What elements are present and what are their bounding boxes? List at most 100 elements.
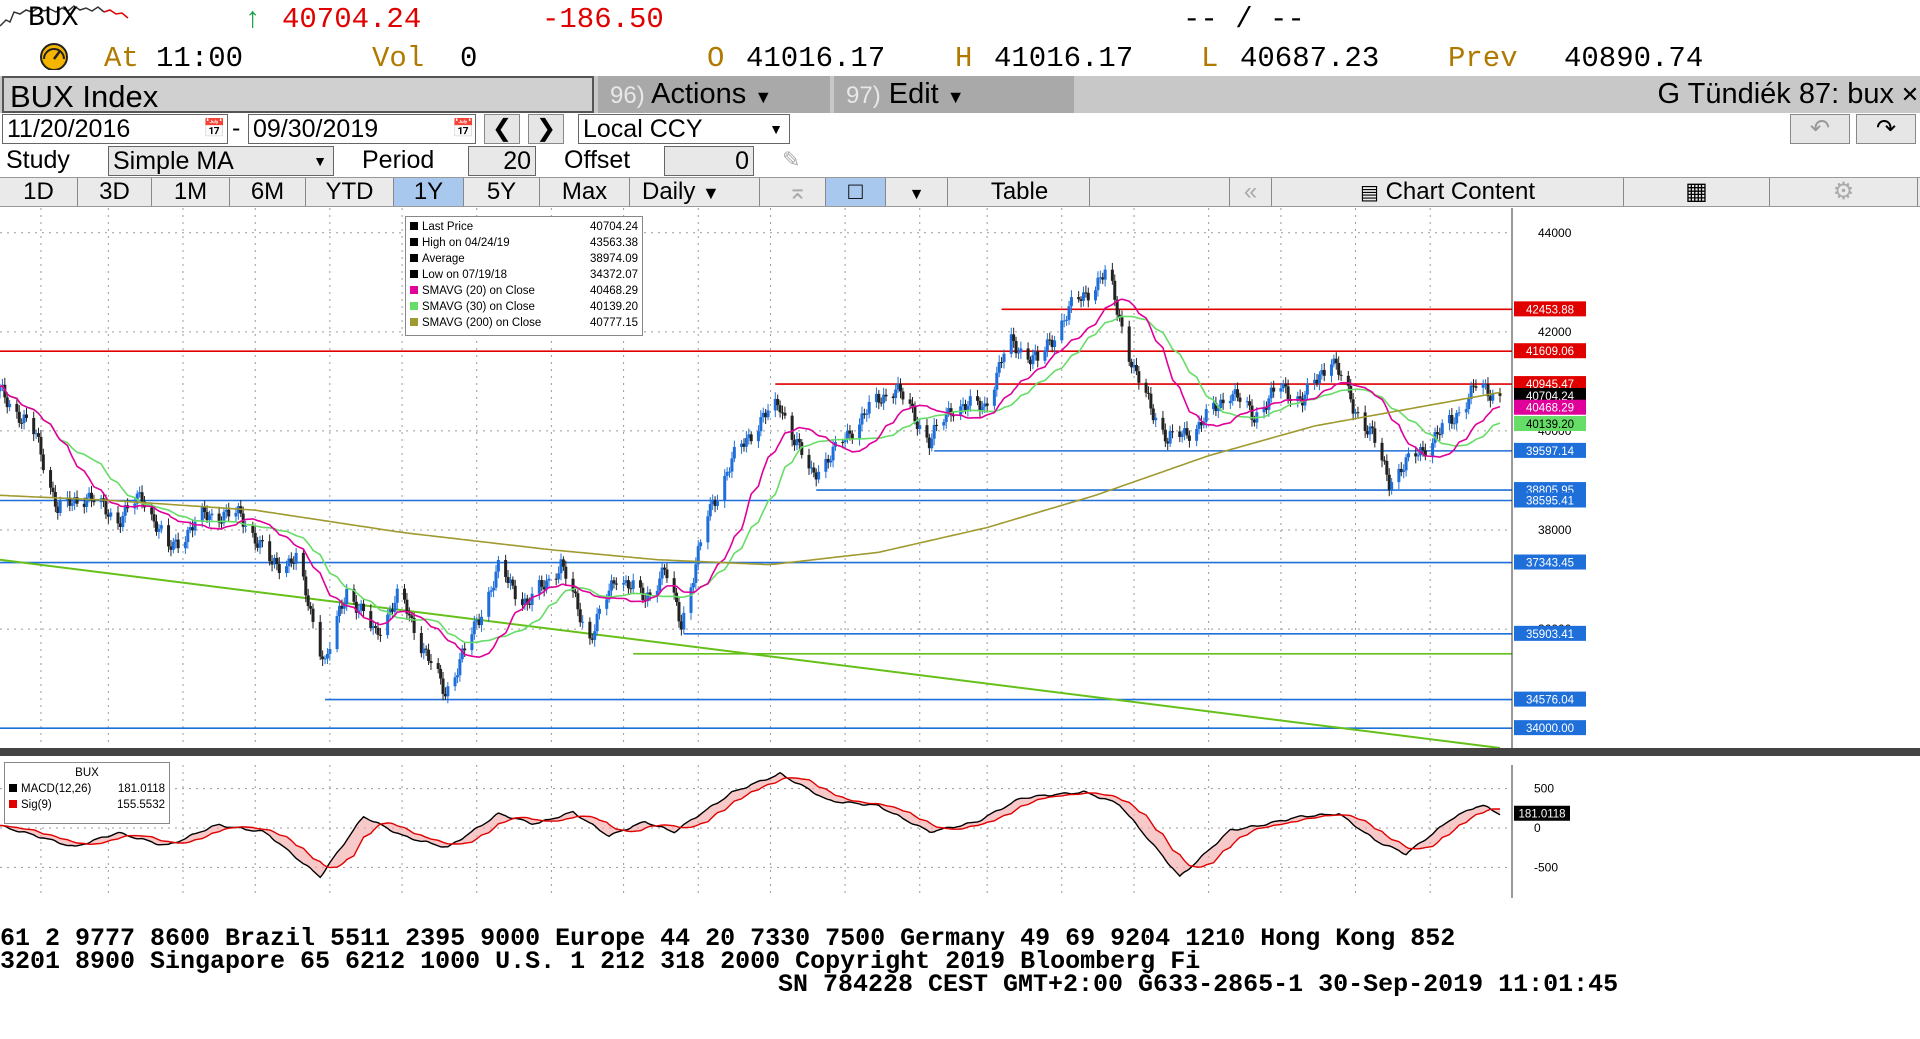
tab-3d[interactable]: 3D — [78, 178, 152, 206]
candle-body — [412, 618, 416, 633]
candle-body — [1067, 306, 1071, 320]
edit-menu[interactable]: 97) Edit ▼ — [834, 76, 1074, 113]
line-chart-icon[interactable]: ⌅ — [770, 178, 826, 206]
actions-menu[interactable]: 96) Actions ▼ — [598, 76, 830, 113]
candle-body — [1219, 399, 1223, 408]
candle-body — [723, 475, 727, 502]
chart-content-button[interactable]: ▤ Chart Content — [1272, 178, 1624, 206]
calendar-icon[interactable]: 📅 — [203, 118, 226, 138]
period-field[interactable]: 20 — [468, 146, 536, 176]
security-name-field[interactable]: BUX Index — [2, 76, 594, 114]
currency-select[interactable]: Local CCY ▼ — [578, 114, 790, 144]
candle-body — [15, 403, 19, 412]
candle-body — [1450, 414, 1454, 424]
tab-1y[interactable]: 1Y — [394, 178, 464, 206]
candle-body — [1033, 351, 1037, 356]
candle-body — [1322, 369, 1326, 376]
candle-body — [183, 542, 187, 549]
end-date-field[interactable]: 09/30/2019 — [248, 114, 476, 144]
candle-body — [776, 398, 780, 406]
candle-body — [1168, 431, 1172, 444]
candle-body — [980, 406, 984, 411]
tab-6m[interactable]: 6M — [230, 178, 306, 206]
candle-body — [759, 417, 763, 432]
prev-range-button[interactable]: ❮ — [484, 114, 520, 144]
start-date-field[interactable]: 11/20/2016 — [2, 114, 228, 144]
pane-splitter[interactable] — [0, 748, 1920, 756]
candle-body — [140, 492, 144, 502]
candle-body — [898, 383, 902, 392]
undo-button[interactable]: ↶ — [1790, 114, 1850, 144]
candle-body — [1245, 401, 1249, 403]
title-bar: BUX Index 96) Actions ▼ 97) Edit ▼ G Tün… — [0, 76, 1920, 114]
candle-body — [778, 405, 782, 413]
candle-body — [58, 500, 62, 514]
candle-body — [1438, 434, 1442, 436]
chart-settings-icon[interactable]: ▦ — [1624, 178, 1770, 206]
collapse-icon[interactable]: « — [1230, 178, 1272, 206]
price-chart[interactable]: 34000360003800040000420004400042453.8841… — [0, 208, 1920, 898]
candle-body — [911, 403, 915, 407]
candle-body — [309, 606, 313, 609]
table-button[interactable]: Table — [950, 178, 1090, 206]
candle-body — [711, 499, 715, 505]
candle-body — [1019, 348, 1023, 353]
calendar-icon[interactable]: 📅 — [452, 118, 475, 138]
candle-body — [354, 601, 358, 613]
candle-body — [453, 677, 457, 687]
candle-body — [37, 433, 41, 437]
edit-label: Edit — [888, 78, 939, 110]
candle-body — [742, 443, 746, 447]
legend-item: High on 04/24/19 43563.38 — [410, 235, 638, 251]
study-select[interactable]: Simple MA ▼ — [108, 146, 334, 176]
redo-button[interactable]: ↷ — [1856, 114, 1916, 144]
close-icon[interactable]: ✕ — [1900, 82, 1920, 107]
candle-body — [56, 506, 60, 514]
candle-body — [860, 413, 864, 425]
tab-5y[interactable]: 5Y — [464, 178, 540, 206]
candle-body — [773, 398, 777, 411]
candle-body — [371, 626, 375, 629]
candle-body — [51, 487, 55, 492]
candle-body — [826, 458, 830, 463]
candle-body — [783, 412, 787, 416]
candle-body — [663, 567, 667, 570]
tab-max[interactable]: Max — [540, 178, 630, 206]
tab-1m[interactable]: 1M — [152, 178, 230, 206]
offset-field[interactable]: 0 — [664, 146, 754, 176]
candle-body — [1387, 474, 1391, 491]
candle-body — [797, 438, 801, 443]
pen-icon[interactable]: ✎ — [782, 147, 801, 172]
candle-body — [1009, 334, 1013, 354]
open-value: 41016.17 — [746, 42, 886, 75]
candle-body — [268, 541, 272, 562]
end-date-value: 09/30/2019 — [253, 115, 379, 143]
candle-body — [169, 546, 173, 550]
gear-icon[interactable]: ⚙ — [1770, 178, 1918, 206]
up-arrow-icon: ↑ — [244, 3, 262, 36]
candle-body — [879, 402, 883, 404]
candle-body — [766, 410, 770, 418]
candle-body — [1211, 402, 1215, 410]
candle-body — [1151, 408, 1155, 421]
candlestick-chart-icon[interactable]: □ — [826, 178, 886, 206]
frequency-select[interactable]: Daily ▼ — [630, 178, 760, 206]
candle-body — [342, 604, 346, 609]
candle-body — [1399, 468, 1403, 473]
candle-body — [790, 415, 794, 440]
candle-body — [660, 567, 664, 579]
security-symbol[interactable]: BUX — [28, 3, 79, 34]
candle-body — [1101, 277, 1105, 280]
candle-body — [1457, 412, 1461, 414]
tab-ytd[interactable]: YTD — [306, 178, 394, 206]
speedometer-icon[interactable] — [38, 42, 70, 70]
candle-body — [1103, 269, 1107, 280]
caret-down-icon: ▼ — [908, 186, 925, 203]
candle-body — [862, 413, 866, 415]
chart-type-dropdown[interactable]: ▼ — [886, 178, 948, 206]
axis-value-tag — [1514, 416, 1586, 432]
legend-value: 40777.15 — [590, 317, 638, 329]
actions-number: 96) — [610, 82, 645, 109]
tab-1d[interactable]: 1D — [0, 178, 78, 206]
next-range-button[interactable]: ❯ — [528, 114, 564, 144]
